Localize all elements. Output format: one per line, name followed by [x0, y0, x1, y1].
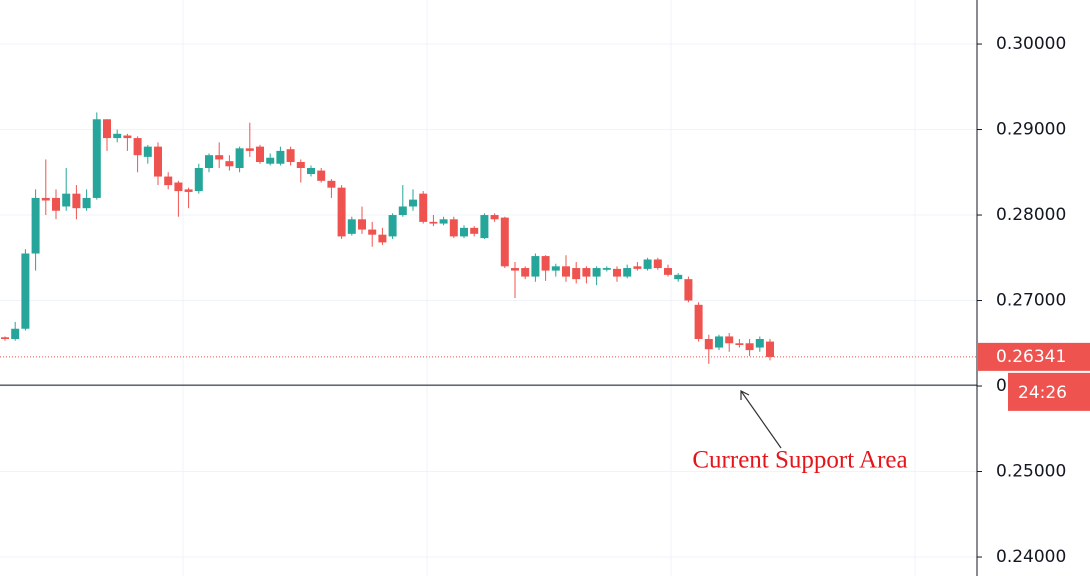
candle-body [317, 170, 326, 181]
candle-body [684, 279, 693, 301]
candle-body [1, 337, 9, 339]
candle-body [572, 268, 581, 280]
countdown-label: 24:26 [1018, 383, 1067, 403]
candle-body [133, 138, 142, 156]
candle-body [766, 341, 774, 357]
candle-body [613, 268, 621, 277]
candle-body [266, 157, 275, 164]
candle-body [398, 206, 407, 216]
candle-body [653, 259, 662, 269]
candle-body [92, 119, 101, 198]
candle-body [337, 187, 346, 237]
last-price-label: 0.26341 [996, 347, 1066, 367]
candle-body [327, 180, 336, 188]
candle-body [480, 215, 489, 239]
candle-body [388, 215, 397, 237]
candle-body [592, 268, 601, 277]
candle-body [307, 168, 315, 174]
candle-body [286, 149, 295, 163]
candle-body [11, 328, 20, 339]
candle-body [541, 256, 550, 271]
y-tick-label: 0.30000 [996, 34, 1066, 54]
grid [0, 43, 982, 558]
candle-body [378, 234, 387, 243]
candle-body [643, 259, 652, 269]
candle-body [143, 146, 152, 157]
candle-body [276, 150, 285, 164]
candle-body [664, 268, 672, 275]
candle-body [725, 336, 734, 344]
candle-body [164, 176, 173, 186]
candle-body [358, 219, 366, 230]
candle-body [103, 119, 111, 139]
candle-body [582, 268, 591, 277]
candle-body [225, 161, 234, 167]
annotation: Current Support Area [692, 447, 907, 474]
candle-body [551, 266, 560, 271]
candle-body [429, 221, 438, 224]
vertical-grid [182, 0, 916, 576]
candle-body [154, 146, 162, 177]
candle-body [113, 133, 122, 139]
y-tick-label: 0.29000 [996, 120, 1066, 140]
candle-body [745, 343, 754, 351]
candle-body [439, 219, 448, 224]
candle-body [633, 266, 642, 269]
candle-body [174, 182, 183, 192]
candle-body [460, 227, 468, 237]
candle-body [521, 268, 530, 277]
y-tick-label: 0.25000 [996, 462, 1066, 482]
candle-body [715, 336, 723, 348]
last-price-box [978, 342, 1090, 371]
candle-body [755, 338, 764, 348]
candle-body [368, 229, 377, 235]
candle-body [470, 227, 479, 234]
candle-body [21, 253, 30, 329]
y-tick-label: 0.24000 [996, 547, 1066, 567]
candle-body [296, 162, 305, 169]
candle-body [31, 197, 40, 254]
candle-body [511, 268, 519, 271]
candle-body [531, 256, 540, 277]
candle-body [449, 219, 458, 237]
candle-body [704, 338, 713, 350]
y-tick-label: 0.28000 [996, 205, 1066, 225]
candle-body [735, 343, 744, 345]
candle-body [256, 146, 264, 163]
candle-body [674, 274, 683, 280]
candle-body [123, 135, 132, 139]
candle-body [82, 197, 91, 209]
candle-body [419, 193, 428, 222]
candle-body [62, 193, 71, 207]
candle-body [694, 304, 703, 339]
candle-body [490, 215, 499, 220]
candle-body [347, 219, 356, 234]
candle-body [215, 155, 224, 160]
candle-body [72, 193, 81, 209]
candle-body [562, 266, 570, 277]
annotation-arrowhead [740, 390, 750, 400]
annotation-arrow [740, 390, 782, 449]
candle-body [235, 148, 244, 169]
candle-body [184, 189, 193, 192]
candle-body [41, 197, 50, 201]
candle-body [205, 155, 213, 169]
countdown-box [1008, 372, 1090, 411]
candle-body [194, 168, 203, 192]
candle-body [409, 199, 417, 207]
overlays: 0.240000.250000.260000.270000.280000.290… [0, 34, 1090, 567]
candle-body [500, 217, 509, 267]
candle-body [623, 268, 632, 277]
y-tick-label: 0.27000 [996, 291, 1066, 311]
candle-body [602, 268, 611, 270]
candle-body [52, 197, 60, 211]
candle-body [245, 148, 254, 151]
candles [1, 112, 774, 364]
